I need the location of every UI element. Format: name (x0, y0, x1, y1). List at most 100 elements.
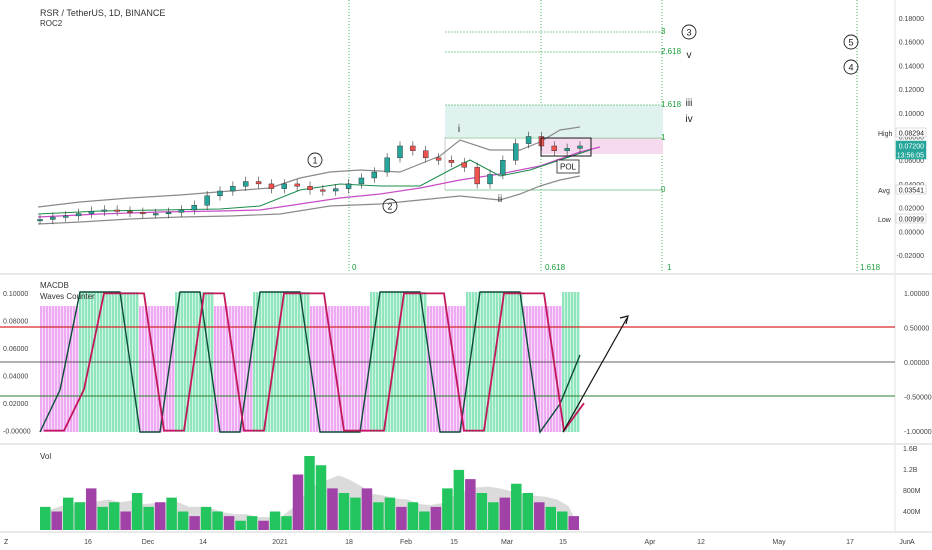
candle[interactable] (358, 177, 365, 185)
volume-bar[interactable] (235, 520, 246, 530)
volume-bar[interactable] (131, 493, 143, 530)
candle[interactable] (307, 186, 313, 191)
candle[interactable] (500, 159, 506, 175)
volume-bar[interactable] (269, 511, 281, 531)
zoom-z-button[interactable]: Z (4, 539, 9, 546)
candle[interactable] (410, 145, 416, 151)
ma-line[interactable] (37, 146, 601, 218)
oscillator-pane[interactable]: 0.10000 0.08000 0.06000 0.04000 0.02000 -0.00… (0, 291, 932, 436)
volume-bar[interactable] (384, 497, 396, 530)
volume-pane[interactable]: 1.6B 1.2B 800M 400M (40, 446, 921, 530)
candle[interactable] (513, 143, 519, 161)
volume-bar[interactable] (51, 511, 62, 531)
volume-bar[interactable] (534, 502, 545, 530)
volume-bar[interactable] (511, 483, 522, 530)
candle[interactable] (127, 210, 133, 213)
candle[interactable] (63, 215, 69, 218)
candle[interactable] (281, 183, 287, 189)
volume-bar[interactable] (419, 511, 430, 531)
volume-bar[interactable] (545, 506, 557, 530)
volume-bar[interactable] (166, 497, 177, 530)
candle[interactable] (345, 183, 352, 189)
volume-bar[interactable] (407, 502, 419, 530)
volume-bar[interactable] (223, 516, 235, 530)
volume-bar[interactable] (315, 465, 327, 530)
volume-bar[interactable] (246, 516, 258, 530)
candle[interactable] (204, 195, 210, 206)
volume-bar[interactable] (396, 506, 407, 530)
volume-bar[interactable] (120, 511, 131, 531)
volume-bar[interactable] (258, 520, 269, 530)
candle[interactable] (191, 205, 197, 211)
volume-bar[interactable] (200, 506, 212, 530)
volume-bar[interactable] (154, 502, 166, 530)
volume-bar[interactable] (350, 497, 361, 530)
candle[interactable] (577, 145, 583, 149)
candle[interactable] (294, 183, 300, 187)
auto-scale-button[interactable]: A (910, 539, 915, 546)
candle[interactable] (243, 181, 249, 187)
volume-bar[interactable] (338, 493, 350, 530)
volume-bar[interactable] (361, 488, 373, 530)
volume-bar[interactable] (74, 502, 85, 530)
candle[interactable] (461, 162, 467, 168)
candle[interactable] (487, 174, 493, 185)
volume-bar[interactable] (62, 497, 74, 530)
volume-bar[interactable] (499, 497, 511, 530)
candle[interactable] (114, 209, 120, 212)
volume-bar[interactable] (212, 511, 223, 531)
volume-bar[interactable] (177, 511, 189, 531)
candle[interactable] (88, 210, 95, 214)
candle[interactable] (101, 209, 107, 212)
candle[interactable] (217, 190, 223, 196)
candle[interactable] (551, 145, 557, 151)
volume-bar[interactable] (488, 502, 499, 530)
time-axis[interactable]: 16 Dec 14 2021 18 Feb 15 Mar 15 Apr 12 May 17 Jun (84, 539, 911, 546)
ema-line[interactable] (37, 149, 591, 215)
candle[interactable] (140, 212, 146, 215)
volume-bar[interactable] (465, 479, 476, 530)
volume-bar[interactable] (453, 469, 465, 530)
volume-bar[interactable] (476, 493, 488, 530)
price-pane[interactable]: 0 0.618 1 1.61832.6181.6181012354iiiiiiivvP… (37, 0, 881, 272)
candle[interactable] (435, 157, 442, 161)
candle[interactable] (525, 136, 532, 144)
candle[interactable] (255, 181, 262, 185)
candle[interactable] (371, 171, 377, 179)
candle[interactable] (564, 148, 570, 151)
volume-bar[interactable] (522, 493, 534, 530)
volume-bar[interactable] (568, 516, 579, 530)
volume-bar[interactable] (143, 506, 154, 530)
volume-bar[interactable] (327, 488, 338, 530)
volume-bar[interactable] (557, 511, 568, 531)
volume-bar[interactable] (430, 506, 442, 530)
upper-band[interactable] (37, 126, 581, 208)
candle[interactable] (50, 216, 56, 220)
candle[interactable] (333, 188, 339, 192)
candle[interactable] (178, 209, 185, 213)
trend-arrow[interactable] (562, 317, 628, 433)
candle[interactable] (474, 167, 480, 185)
candle[interactable] (448, 159, 455, 163)
candle[interactable] (397, 145, 403, 159)
candle[interactable] (230, 186, 236, 192)
candle[interactable] (37, 219, 43, 222)
candle[interactable] (423, 150, 429, 159)
candle[interactable] (75, 213, 82, 217)
volume-bar[interactable] (292, 474, 304, 531)
volume-bar[interactable] (442, 488, 453, 530)
candle[interactable] (153, 213, 159, 216)
volume-bar[interactable] (189, 516, 200, 530)
pol-box[interactable] (540, 137, 592, 157)
volume-bar[interactable] (108, 502, 120, 530)
lower-band[interactable] (37, 175, 581, 225)
candle[interactable] (320, 189, 326, 192)
volume-bar[interactable] (85, 488, 97, 530)
candle[interactable] (165, 212, 172, 215)
volume-bar[interactable] (281, 516, 292, 530)
candle[interactable] (384, 157, 390, 173)
volume-bar[interactable] (373, 502, 384, 530)
signal-line[interactable] (44, 292, 585, 433)
candle[interactable] (268, 183, 275, 189)
